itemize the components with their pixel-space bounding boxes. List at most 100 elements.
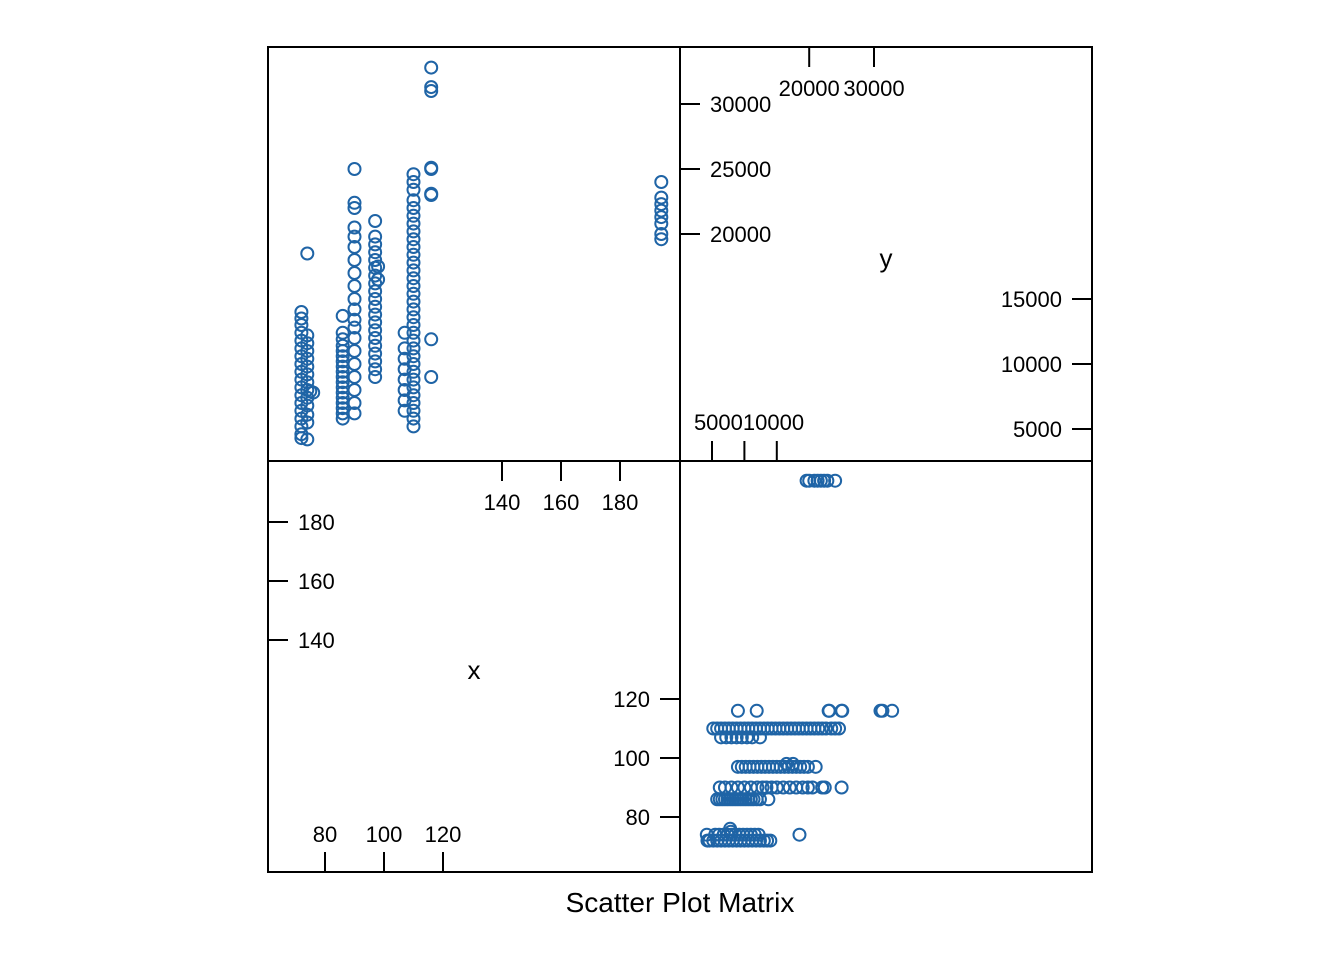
data-point [397,341,412,356]
data-point [832,721,847,736]
data-point [347,240,362,254]
data-point [424,60,439,75]
data-point [834,780,849,795]
data-point [368,362,383,377]
data-point [406,333,421,348]
data-point [300,398,315,413]
scatter-points [294,60,900,848]
data-point [368,268,383,283]
data-point [368,253,383,267]
data-point [347,406,362,421]
data-point [824,721,839,736]
data-point [347,370,362,384]
data-point [347,279,362,293]
data-point [300,359,315,374]
data-point [306,385,321,400]
tick-label: 180 [298,510,335,535]
data-point [424,332,439,347]
tick-label: 15000 [1001,287,1062,312]
data-point [749,703,764,718]
data-point [406,364,421,379]
data-point [347,357,362,371]
data-point [406,411,421,426]
data-point [424,160,439,175]
tick-label: 10000 [1001,352,1062,377]
data-point [300,344,315,358]
data-point [406,341,421,356]
data-point [828,721,843,736]
diagonal-label-y: y [880,243,893,273]
tick-label: 5000 [1013,417,1062,442]
data-point [397,372,412,387]
data-point [786,756,800,771]
data-point [368,276,383,291]
data-point [406,263,421,278]
data-point [335,411,350,426]
data-point [406,193,421,208]
data-point [347,302,362,317]
data-point [406,302,421,317]
tick-label: 20000 [710,222,771,247]
data-point [406,208,421,223]
data-point [714,730,729,745]
data-point [406,279,421,293]
data-point [424,370,439,384]
tick-label: 160 [543,490,580,515]
data-point [406,380,421,395]
data-point [368,346,383,361]
data-point [368,307,383,322]
data-point [300,375,315,390]
data-point [755,780,770,795]
tick-label: 80 [313,822,337,847]
data-point [347,320,362,335]
data-point [371,272,386,287]
data-point [654,175,669,189]
data-point [300,415,315,430]
data-point [335,325,350,340]
data-point [335,390,350,405]
data-point [347,312,362,327]
data-point [335,349,350,364]
data-point [335,375,350,390]
data-point [368,299,383,314]
data-point [759,780,774,795]
data-point [406,318,421,332]
data-point [828,473,843,488]
data-point [368,331,383,345]
data-point [300,351,315,366]
data-point [723,821,738,836]
data-point [406,403,421,418]
tick-label: 30000 [710,92,771,117]
data-point [792,827,807,842]
data-point [368,323,383,338]
tick-label: 500010000 [694,410,804,435]
data-point [406,294,421,309]
data-point [368,245,383,260]
data-point [406,271,421,286]
data-point [820,473,835,488]
data-point [335,401,350,416]
data-point [654,232,669,247]
data-point [347,266,362,280]
data-point [817,780,832,795]
data-point [406,240,421,254]
data-point [406,396,421,410]
data-point [300,367,315,382]
data-point [347,383,362,397]
tick-label: 140 [484,490,521,515]
data-point [406,255,421,270]
data-point [424,84,439,98]
tick-label: 30000 [843,76,904,101]
data-point [347,220,362,235]
data-point [795,780,810,795]
data-point [424,80,439,95]
data-point [371,259,386,274]
tick-label: 80 [626,805,650,830]
data-point [743,827,758,842]
data-point [294,311,309,326]
data-point [368,370,383,384]
data-point [406,388,421,403]
data-point [368,292,383,306]
data-point [294,305,309,319]
data-point [885,703,900,718]
